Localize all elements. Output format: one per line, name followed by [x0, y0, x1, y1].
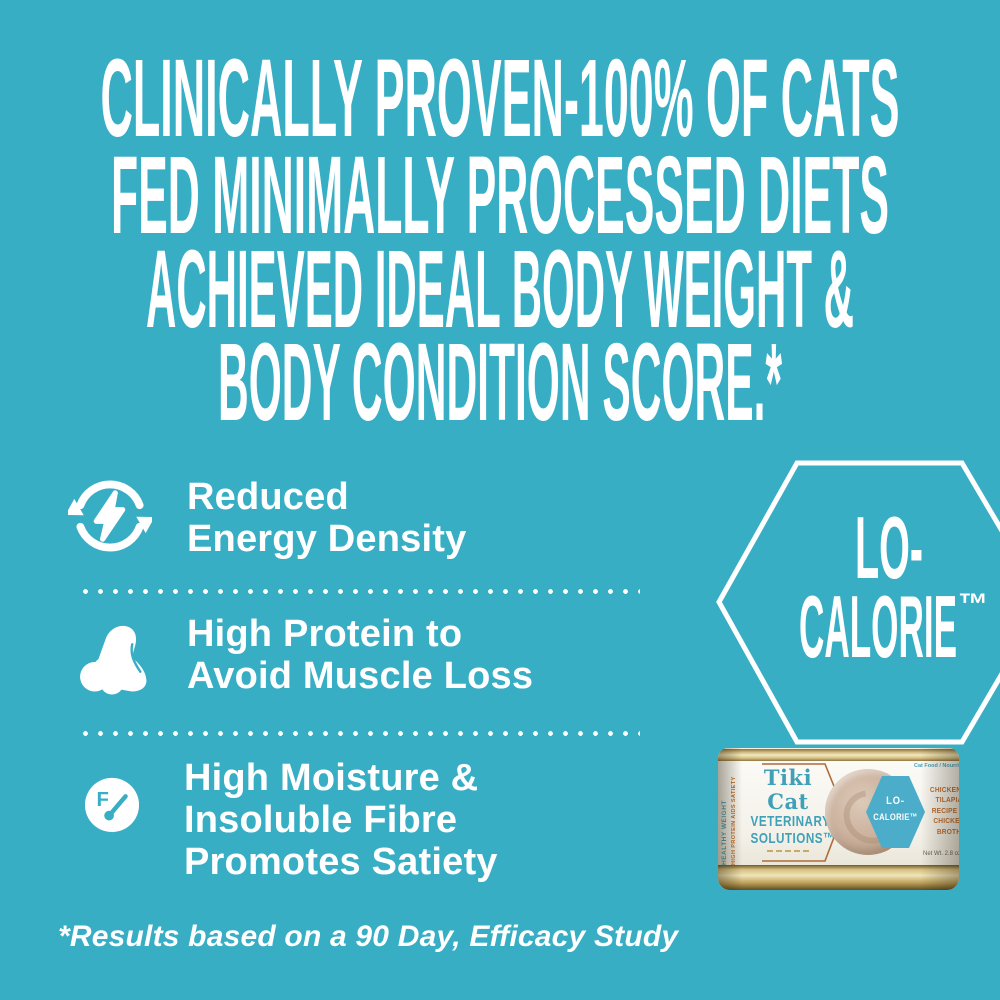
can-top-text: Cat Food / Nourriture — [914, 763, 959, 769]
feature-energy-density: Reduced Energy Density — [187, 476, 466, 560]
can-hexagon-badge: LO- CALORIE™ — [864, 774, 927, 850]
feature-line: Promotes Satiety — [184, 841, 498, 883]
recipe-line: BROTH — [936, 826, 959, 836]
recipe-line: CHICKEN — [933, 816, 959, 826]
dotted-separator — [78, 589, 640, 594]
can-top-rim — [718, 748, 959, 761]
recipe-line: RECIPE IN — [931, 805, 959, 815]
brand-logo: Tiki Cat — [763, 765, 813, 814]
badge-trademark: ™ — [958, 588, 988, 621]
can-hex-line-1: LO- — [886, 795, 905, 807]
lo-calorie-badge: LO- CALORIE ™ — [716, 460, 1000, 745]
can-bottom-rim — [718, 865, 959, 890]
feature-line: Insoluble Fibre — [184, 799, 458, 841]
net-weight: Net Wt. 2.8 oz. — [923, 851, 959, 857]
brand-dashes — [767, 850, 809, 852]
headline-line-4: BODY CONDITION SCORE.* — [218, 321, 782, 444]
can-hex-line-2: CALORIE™ — [873, 812, 918, 823]
headline-line-2: FED MINIMALLY PROCESSED DIETS — [111, 134, 889, 257]
headline: CLINICALLY PROVEN-100% OF CATS FED MINIM… — [101, 37, 900, 444]
footnote: *Results based on a 90 Day, Efficacy Stu… — [58, 920, 679, 953]
badge-line-2: CALORIE — [799, 577, 957, 676]
badge-line-1: LO- — [855, 498, 923, 597]
product-can: HEALTHY WEIGHT HIGH PROTEIN AIDS SATIETY… — [718, 748, 959, 890]
muscle-icon — [80, 625, 147, 695]
headline-line-1: CLINICALLY PROVEN-100% OF CATS — [101, 37, 900, 160]
brand-block: Tiki Cat VETERINARY SOLUTIONS™ — [740, 766, 836, 852]
hexagon-outline — [716, 460, 1000, 745]
energy-cycle-icon — [68, 480, 152, 552]
feature-line: High Moisture & — [184, 757, 479, 799]
can-hexagon-shape — [866, 776, 925, 848]
can-label: HEALTHY WEIGHT HIGH PROTEIN AIDS SATIETY… — [718, 761, 959, 865]
dotted-separator — [78, 731, 640, 736]
svg-text:F: F — [97, 789, 109, 811]
recipe-line: CHICKEN & — [929, 785, 959, 794]
feature-moisture-fibre: High Moisture & Insoluble Fibre Promotes… — [184, 757, 498, 883]
fibre-gauge-icon: F — [84, 777, 140, 833]
headline-line-3: ACHIEVED IDEAL BODY WEIGHT & — [146, 228, 854, 351]
brand-veterinary: VETERINARY — [750, 813, 831, 830]
recipe-line: TILAPIA — [935, 795, 959, 805]
feature-line: High Protein to — [187, 613, 463, 655]
feature-line: Avoid Muscle Loss — [187, 655, 534, 697]
recipe-text: CHICKEN & TILAPIA RECIPE IN CHICKEN BROT… — [923, 785, 959, 837]
feature-high-protein: High Protein to Avoid Muscle Loss — [187, 613, 533, 697]
feature-line: Energy Density — [187, 518, 467, 560]
brand-solutions: SOLUTIONS™ — [750, 829, 836, 847]
feature-line: Reduced — [187, 476, 349, 518]
